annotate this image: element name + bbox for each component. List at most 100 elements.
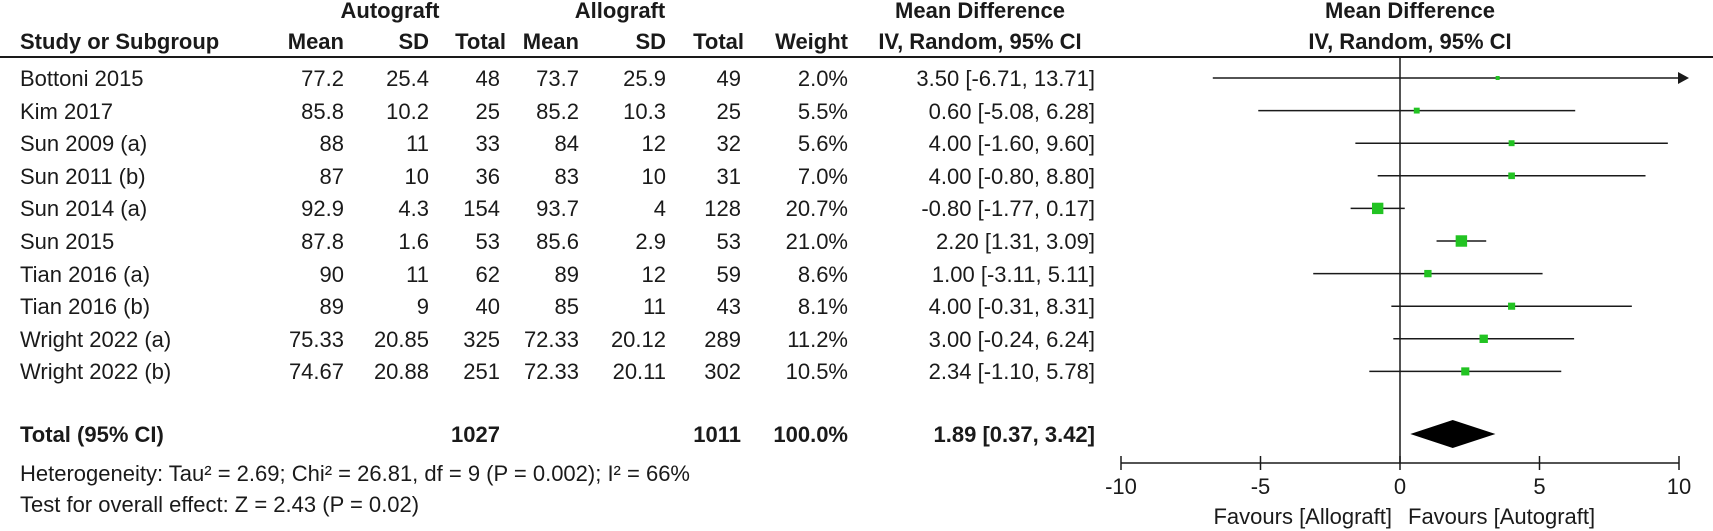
row-total1: 25: [475, 98, 500, 124]
point-estimate: [1508, 302, 1516, 310]
row-mean1: 88: [319, 131, 344, 157]
row-sd1: 11: [406, 261, 429, 287]
row-ci: 0.60 [-5.08, 6.28]: [928, 98, 1095, 124]
favours-right-label: Favours [Autograft]: [1408, 504, 1595, 529]
row-ci: 4.00 [-0.80, 8.80]: [928, 163, 1095, 189]
row-mean1: 74.67: [288, 359, 344, 385]
row-sd2: 11: [643, 294, 666, 320]
row-ci: 1.00 [-3.11, 5.11]: [931, 261, 1095, 287]
row-total2: 289: [704, 326, 741, 352]
row-ci: 3.00 [-0.24, 6.24]: [928, 326, 1095, 352]
col-sd2: SD: [635, 29, 666, 54]
row-study: Sun 2011 (b): [20, 163, 146, 189]
row-sd1: 11: [406, 131, 429, 157]
row-study: Sun 2014 (a): [20, 196, 148, 222]
row-sd2: 10: [641, 163, 666, 189]
row-mean1: 77.2: [301, 66, 344, 91]
row-mean1: 87.8: [301, 229, 344, 254]
row-weight: 21.0%: [785, 229, 848, 254]
md-title: Mean Difference: [895, 0, 1065, 23]
row-mean2: 83: [554, 163, 579, 189]
row-study: Tian 2016 (b): [20, 294, 151, 320]
point-estimate: [1479, 334, 1488, 343]
plot-title: Mean Difference: [1325, 0, 1495, 23]
col-study: Study or Subgroup: [20, 29, 220, 54]
row-total1: 48: [475, 66, 500, 91]
point-estimate: [1508, 140, 1515, 147]
row-total2: 32: [716, 131, 741, 157]
row-weight: 8.1%: [797, 294, 848, 320]
row-sd2: 10.3: [623, 98, 666, 124]
row-total2: 43: [716, 294, 741, 320]
row-sd2: 12: [641, 131, 666, 157]
row-ci: -0.80 [-1.77, 0.17]: [921, 196, 1095, 222]
col-weight: Weight: [775, 29, 848, 54]
group1-header: Autograft: [340, 0, 440, 23]
x-tick-label: 0: [1394, 474, 1406, 499]
row-sd1: 20.85: [373, 326, 429, 352]
row-ci: 3.50 [-6.71, 13.71]: [916, 66, 1095, 91]
plot-method: IV, Random, 95% CI: [1308, 29, 1512, 54]
total-ci: 1.89 [0.37, 3.42]: [933, 422, 1095, 447]
row-sd1: 20.88: [373, 359, 429, 385]
point-estimate: [1371, 202, 1384, 215]
row-study: Bottoni 2015: [20, 66, 144, 91]
point-estimate: [1455, 235, 1468, 247]
total-n2: 1011: [693, 422, 741, 447]
total-weight: 100.0%: [773, 422, 848, 447]
row-total1: 154: [463, 196, 500, 222]
row-ci: 2.20 [1.31, 3.09]: [935, 229, 1095, 254]
row-mean2: 85.6: [536, 229, 579, 254]
row-total1: 62: [475, 261, 500, 287]
heterogeneity-text: Heterogeneity: Tau² = 2.69; Chi² = 26.81…: [20, 461, 690, 486]
row-sd2: 20.11: [612, 359, 666, 385]
row-sd2: 2.9: [635, 229, 666, 254]
row-study: Wright 2022 (b): [20, 359, 172, 385]
row-weight: 10.5%: [785, 359, 848, 385]
row-weight: 5.5%: [797, 98, 848, 124]
x-tick-label: 5: [1533, 474, 1545, 499]
row-total1: 251: [463, 359, 500, 385]
row-mean1: 85.8: [301, 98, 344, 124]
x-tick-label: -10: [1105, 474, 1137, 499]
header-divider: [0, 56, 1713, 58]
row-total2: 49: [716, 66, 741, 91]
row-study: Tian 2016 (a): [20, 261, 151, 287]
col-total2: Total: [693, 29, 744, 54]
point-estimate: [1461, 367, 1470, 376]
row-total2: 302: [704, 359, 741, 385]
row-sd1: 9: [416, 294, 429, 320]
x-tick-label: -5: [1251, 474, 1271, 499]
row-mean2: 84: [554, 131, 579, 157]
row-sd1: 4.3: [398, 196, 429, 222]
col-mean1: Mean: [287, 29, 344, 54]
row-sd1: 10.2: [386, 98, 429, 124]
row-weight: 8.6%: [797, 261, 848, 287]
col-sd1: SD: [398, 29, 429, 54]
point-estimate: [1495, 76, 1500, 80]
favours-left-label: Favours [Allograft]: [1213, 504, 1392, 529]
row-sd2: 25.9: [623, 66, 666, 91]
row-sd1: 1.6: [398, 229, 429, 254]
group2-header: Allograft: [574, 0, 666, 23]
row-sd2: 4: [653, 196, 666, 222]
row-total2: 31: [716, 163, 741, 189]
row-mean2: 72.33: [523, 359, 579, 385]
row-mean1: 75.33: [288, 326, 344, 352]
overall-effect-text: Test for overall effect: Z = 2.43 (P = 0…: [20, 492, 420, 517]
total-n1: 1027: [451, 422, 500, 447]
row-mean2: 85.2: [536, 98, 579, 124]
row-weight: 5.6%: [797, 131, 848, 157]
ci-arrow: [1678, 72, 1689, 84]
point-estimate: [1508, 172, 1515, 180]
row-weight: 7.0%: [797, 163, 848, 189]
point-estimate: [1424, 269, 1432, 278]
x-tick-label: 10: [1667, 474, 1691, 499]
row-mean2: 85: [554, 294, 579, 320]
point-estimate: [1413, 107, 1420, 114]
row-total1: 40: [475, 294, 500, 320]
row-sd2: 20.12: [610, 326, 666, 352]
row-mean1: 92.9: [301, 196, 344, 222]
row-ci: 4.00 [-0.31, 8.31]: [928, 294, 1095, 320]
